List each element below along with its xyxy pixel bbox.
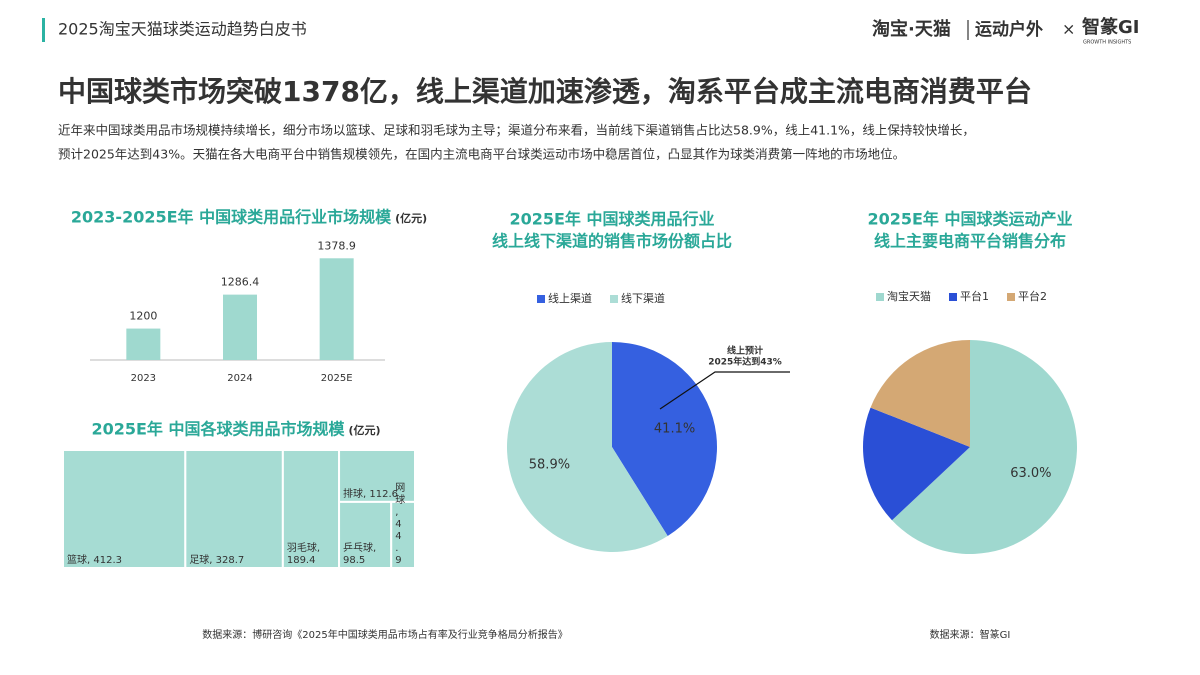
legend-label: 线下渠道 xyxy=(621,291,665,305)
slide-title: 中国球类市场突破1378亿，线上渠道加速渗透，淘系平台成主流电商消费平台 xyxy=(58,75,1032,108)
legend-label: 线上渠道 xyxy=(548,291,592,305)
data-label: 1286.4 xyxy=(221,276,260,289)
pie-slice xyxy=(870,340,970,447)
data-label: 1378.9 xyxy=(317,239,356,252)
treemap-label: 足球, 328.7 xyxy=(189,553,244,566)
x-tick-label: 2025E xyxy=(321,373,353,384)
treemap-label: 网球, 4 4. 9 xyxy=(395,482,405,566)
legend-swatch xyxy=(876,293,884,301)
treemap-label: 篮球, 412.3 xyxy=(67,553,122,566)
legend-swatch xyxy=(949,293,957,301)
chart-title: 2025E年 中国球类运动产业 xyxy=(867,210,1072,229)
chart-title: 线上线下渠道的销售市场份额占比 xyxy=(492,232,732,251)
treemap-cell xyxy=(62,449,187,569)
brand: 淘宝·天猫 xyxy=(872,18,951,40)
legend-label: 淘宝天猫 xyxy=(887,289,931,303)
annotation: 2025年达到43% xyxy=(708,356,782,368)
bar xyxy=(126,328,161,360)
annotation: 线上预计 xyxy=(727,345,763,357)
treemap-label: 羽毛球, 189.4 xyxy=(287,541,320,566)
treemap-cell xyxy=(390,500,417,569)
pie-slice xyxy=(507,341,668,552)
partner-tagline: GROWTH INSIGHTS xyxy=(1083,40,1131,46)
bar xyxy=(223,294,257,360)
header-title: 2025淘宝天猫球类运动趋势白皮书 xyxy=(58,20,307,39)
treemap-cell xyxy=(338,449,417,503)
chart-title: 线上主要电商平台销售分布 xyxy=(874,232,1066,251)
legend-swatch xyxy=(537,295,545,303)
pie-slice xyxy=(863,407,970,521)
data-label: 58.9% xyxy=(529,457,570,472)
chart-title: 2025E年 中国各球类用品市场规模 xyxy=(91,420,345,439)
chart-unit: (亿元) xyxy=(349,423,381,437)
legend-label: 平台2 xyxy=(1018,289,1047,303)
legend-swatch xyxy=(610,295,618,303)
section: 运动户外 xyxy=(975,19,1043,40)
source: 数据来源：博研咨询《2025年中国球类用品市场占有率及行业竞争格局分析报告》 xyxy=(202,628,567,641)
data-label: 1200 xyxy=(129,310,157,323)
bar xyxy=(319,258,354,360)
pie-slice xyxy=(612,342,717,537)
chart-unit: (亿元) xyxy=(395,211,427,225)
x-tick-label: 2023 xyxy=(131,373,156,384)
treemap-label: 排球, 112.6 xyxy=(343,487,398,500)
cross: × xyxy=(1062,20,1075,39)
summary-line: 近年来中国球类用品市场规模持续增长，细分市场以篮球、足球和羽毛球为主导；渠道分布… xyxy=(58,123,975,138)
x-tick-label: 2024 xyxy=(227,373,252,384)
chart-title: 2025E年 中国球类用品行业 xyxy=(509,210,714,229)
legend-swatch xyxy=(1007,293,1015,301)
pie-slice xyxy=(892,340,1077,555)
annotation-line xyxy=(659,371,790,410)
summary-line: 预计2025年达到43%。天猫在各大电商平台中销售规模领先，在国内主流电商平台球… xyxy=(58,147,905,162)
partner: 智篆GI xyxy=(1082,16,1139,38)
treemap-label: 乒乓球, 98.5 xyxy=(343,541,376,566)
legend-label: 平台1 xyxy=(960,289,989,303)
source: 数据来源：智篆GI xyxy=(930,628,1011,641)
treemap-cell xyxy=(184,449,284,569)
chart-title: 2023-2025E年 中国球类用品行业市场规模 xyxy=(71,208,392,227)
treemap-cell xyxy=(338,500,393,569)
data-label: 63.0% xyxy=(1010,466,1051,481)
data-label: 41.1% xyxy=(654,422,695,437)
header-bar xyxy=(42,18,45,42)
